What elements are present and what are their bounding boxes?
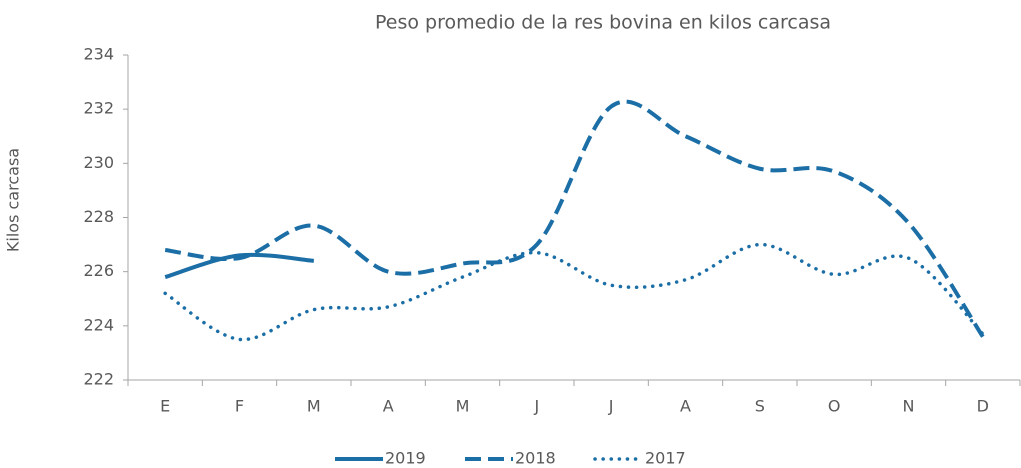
x-tick-label: S <box>755 397 765 416</box>
x-tick-label: O <box>828 397 841 416</box>
y-tick-label: 230 <box>83 153 114 172</box>
x-tick-label: M <box>307 397 321 416</box>
legend-label: 2017 <box>645 449 686 468</box>
series-line <box>164 99 985 338</box>
x-tick-label: F <box>235 397 244 416</box>
y-tick-label: 226 <box>83 261 114 280</box>
series-line <box>164 252 315 280</box>
x-tick-label: J <box>608 397 614 416</box>
y-axis-label: Kilos carcasa <box>4 148 23 252</box>
y-tick-label: 222 <box>83 370 114 389</box>
x-tick-label: A <box>383 397 394 416</box>
y-tick-label: 234 <box>83 45 114 64</box>
chart-title: Peso promedio de la res bovina en kilos … <box>375 12 831 34</box>
x-tick-label: M <box>456 397 470 416</box>
legend-label: 2019 <box>385 449 426 468</box>
legend-label: 2018 <box>515 449 556 468</box>
series-line <box>163 242 985 342</box>
x-tick-label: D <box>977 397 989 416</box>
y-tick-label: 232 <box>83 99 114 118</box>
y-tick-label: 224 <box>83 315 114 334</box>
x-tick-label: A <box>680 397 691 416</box>
y-tick-label: 228 <box>83 207 114 226</box>
x-tick-label: N <box>903 397 915 416</box>
x-tick-label: E <box>160 397 170 416</box>
x-tick-label: J <box>533 397 539 416</box>
